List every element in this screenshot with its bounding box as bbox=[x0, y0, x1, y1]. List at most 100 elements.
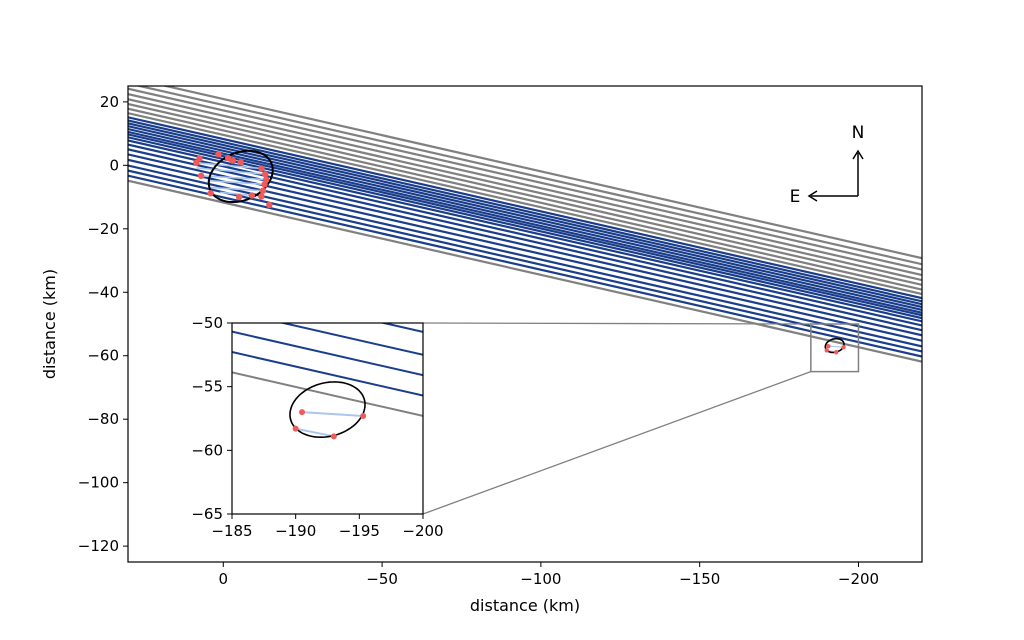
inset-x-tick-label-1: −190 bbox=[275, 522, 316, 540]
main-y-tick-label-0: 20 bbox=[100, 93, 119, 111]
data-point-3 bbox=[224, 154, 232, 162]
main-frame bbox=[127, 85, 923, 563]
data-point-10 bbox=[259, 187, 267, 194]
data-point-12 bbox=[235, 193, 243, 201]
gray-track-line-2 bbox=[128, 87, 922, 271]
compass-east-label: E bbox=[790, 187, 801, 207]
inset-y-tick-label-1: −55 bbox=[191, 378, 223, 396]
main-y-tick-label-1: 0 bbox=[109, 156, 119, 174]
gray-track-line-2 bbox=[232, 3, 423, 47]
data-point-15 bbox=[266, 201, 273, 209]
blue-track-line-9 bbox=[128, 143, 922, 327]
gray-track-line-7 bbox=[128, 112, 922, 296]
blue-track-line-1 bbox=[128, 119, 922, 303]
inset-chords bbox=[295, 411, 364, 438]
blue-track-line-3 bbox=[128, 125, 922, 309]
blue-track-line-11 bbox=[232, 267, 423, 311]
inset-frame-rect bbox=[231, 322, 424, 515]
gray-track-line-0 bbox=[161, 86, 922, 260]
data-point-14 bbox=[258, 193, 265, 200]
blue-track-line-14 bbox=[232, 330, 423, 377]
data-point-11 bbox=[248, 192, 256, 199]
data-point-2 bbox=[292, 425, 299, 432]
blue-track-line-14 bbox=[128, 169, 922, 353]
data-point-0 bbox=[193, 159, 200, 166]
compass-east-arrowhead bbox=[807, 190, 818, 202]
blue-track-line-12 bbox=[128, 158, 922, 342]
data-point-1 bbox=[841, 344, 846, 350]
gray-track-line-4 bbox=[232, 45, 423, 89]
main-y-tick-label-5: −80 bbox=[87, 410, 119, 428]
data-point-13 bbox=[197, 172, 205, 180]
gray-track-line-1 bbox=[232, 0, 423, 25]
inset-points bbox=[292, 409, 367, 440]
inset-background bbox=[232, 323, 423, 514]
inset-background-rect bbox=[232, 323, 423, 514]
inset-ellipses bbox=[289, 381, 366, 439]
main-y-tick-label-2: −20 bbox=[87, 220, 119, 238]
compass-north-arrowhead bbox=[852, 149, 864, 160]
gray-track-line-3 bbox=[232, 25, 423, 69]
chord-line-0 bbox=[196, 161, 262, 170]
blue-track-line-9 bbox=[232, 227, 423, 271]
main-y-tick-label-3: −40 bbox=[87, 283, 119, 301]
compass: N E bbox=[790, 123, 865, 207]
main-points bbox=[193, 151, 846, 355]
ellipse-near bbox=[207, 149, 274, 203]
zoom-connector-bottom bbox=[422, 370, 812, 515]
blue-track-line-6 bbox=[128, 133, 922, 317]
blue-track-line-15 bbox=[232, 351, 423, 397]
gray-track-line-1 bbox=[134, 86, 922, 266]
data-point-9 bbox=[261, 181, 268, 188]
chord-line-2 bbox=[201, 175, 267, 181]
compass-north-label: N bbox=[852, 123, 865, 143]
chord-line-1 bbox=[295, 427, 335, 438]
inset-tracks bbox=[232, 0, 423, 417]
inset-x-tick-label-3: −200 bbox=[402, 522, 443, 540]
gray-track-line-0 bbox=[232, 0, 423, 1]
ellipse-far bbox=[824, 337, 845, 354]
zoom-rectangle bbox=[810, 323, 860, 373]
inset-x-tick-label-0: −185 bbox=[211, 522, 252, 540]
blue-track-line-7 bbox=[128, 136, 922, 320]
gray-track-line-8 bbox=[128, 179, 922, 363]
main-chords bbox=[196, 161, 844, 353]
main-x-tick-label-4: −200 bbox=[838, 570, 879, 588]
gray-track-line-8 bbox=[232, 371, 423, 417]
data-point-1 bbox=[360, 412, 367, 419]
gray-track-line-5 bbox=[128, 102, 922, 286]
data-point-0 bbox=[299, 409, 306, 416]
data-point-0 bbox=[826, 344, 831, 349]
blue-track-line-10 bbox=[128, 148, 922, 332]
data-point-1 bbox=[196, 155, 203, 162]
inset-ticks: −185 −190 −195 −200 −50 −55 −60 −65 bbox=[191, 314, 443, 540]
blue-track-line-11 bbox=[128, 153, 922, 337]
chord-line-0 bbox=[301, 411, 364, 417]
data-point-7 bbox=[262, 171, 269, 178]
x-axis-label: distance (km) bbox=[470, 596, 580, 615]
y-axis-label: distance (km) bbox=[40, 269, 59, 379]
chord-line-1 bbox=[196, 167, 266, 176]
inset-y-tick-label-3: −65 bbox=[191, 505, 223, 523]
inset-ellipse bbox=[289, 381, 366, 439]
zoom-box bbox=[422, 322, 860, 515]
main-ticks: 0 −50 −100 −150 −200 20 0 −20 −40 −60 −80 −100 −120 bbox=[78, 93, 879, 588]
main-x-tick-label-2: −100 bbox=[520, 570, 561, 588]
gray-track-line-6 bbox=[128, 107, 922, 291]
data-point-3 bbox=[834, 350, 839, 355]
main-y-tick-label-7: −120 bbox=[78, 537, 119, 555]
gray-track-line-6 bbox=[232, 83, 423, 127]
chord-line-0 bbox=[828, 345, 844, 348]
blue-track-line-13 bbox=[278, 323, 423, 356]
blue-track-line-4 bbox=[128, 127, 922, 311]
chord-line-3 bbox=[207, 179, 265, 186]
blue-track-line-5 bbox=[128, 130, 922, 314]
data-point-4 bbox=[229, 157, 237, 164]
gray-track-line-3 bbox=[128, 93, 922, 277]
blue-track-line-10 bbox=[232, 246, 423, 290]
main-y-tick-label-4: −60 bbox=[87, 347, 119, 365]
main-x-tick-label-1: −50 bbox=[366, 570, 398, 588]
blue-track-line-0 bbox=[128, 116, 922, 300]
blue-track-line-12 bbox=[379, 323, 423, 333]
